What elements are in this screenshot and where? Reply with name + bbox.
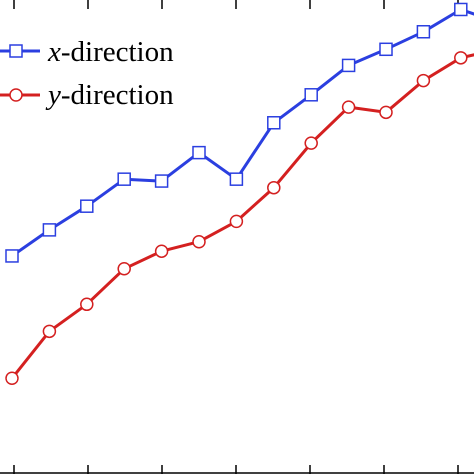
point-x-6	[192, 145, 206, 160]
point-y-2	[42, 324, 57, 339]
series-y-direction	[5, 51, 474, 386]
point-y-8	[267, 180, 281, 195]
point-y-7	[229, 214, 244, 229]
legend-label-y: y-direction	[45, 79, 174, 111]
point-y-13	[454, 51, 468, 65]
legend-rest-x: -direction	[61, 36, 174, 68]
legend-rest-y: -direction	[61, 79, 174, 111]
point-x-1	[5, 249, 19, 263]
point-x-2	[42, 223, 57, 237]
legend-var-x: x	[47, 36, 61, 68]
point-x-8	[267, 116, 281, 130]
series-layer	[5, 2, 474, 386]
legend: x-direction y-direction	[0, 36, 174, 111]
point-y-3	[80, 297, 94, 312]
point-x-13	[454, 2, 468, 17]
point-x-10	[341, 58, 356, 73]
legend-label-x: x-direction	[47, 36, 174, 68]
series-x-direction	[5, 2, 474, 263]
point-y-9	[304, 136, 318, 150]
legend-var-y: y	[45, 79, 61, 111]
point-x-7	[229, 172, 244, 186]
legend-marker-y	[9, 88, 23, 102]
point-x-4	[117, 172, 131, 186]
point-x-3	[80, 199, 94, 213]
point-y-6	[192, 234, 206, 249]
point-y-11	[379, 105, 393, 120]
point-x-12	[416, 25, 431, 39]
point-y-5	[154, 244, 169, 258]
point-y-12	[416, 73, 431, 88]
point-x-9	[304, 88, 318, 102]
legend-marker-x	[9, 44, 23, 58]
point-y-1	[5, 371, 19, 386]
point-x-5	[154, 174, 169, 188]
point-y-4	[117, 262, 131, 276]
point-y-10	[341, 100, 356, 114]
point-x-11	[379, 42, 393, 57]
